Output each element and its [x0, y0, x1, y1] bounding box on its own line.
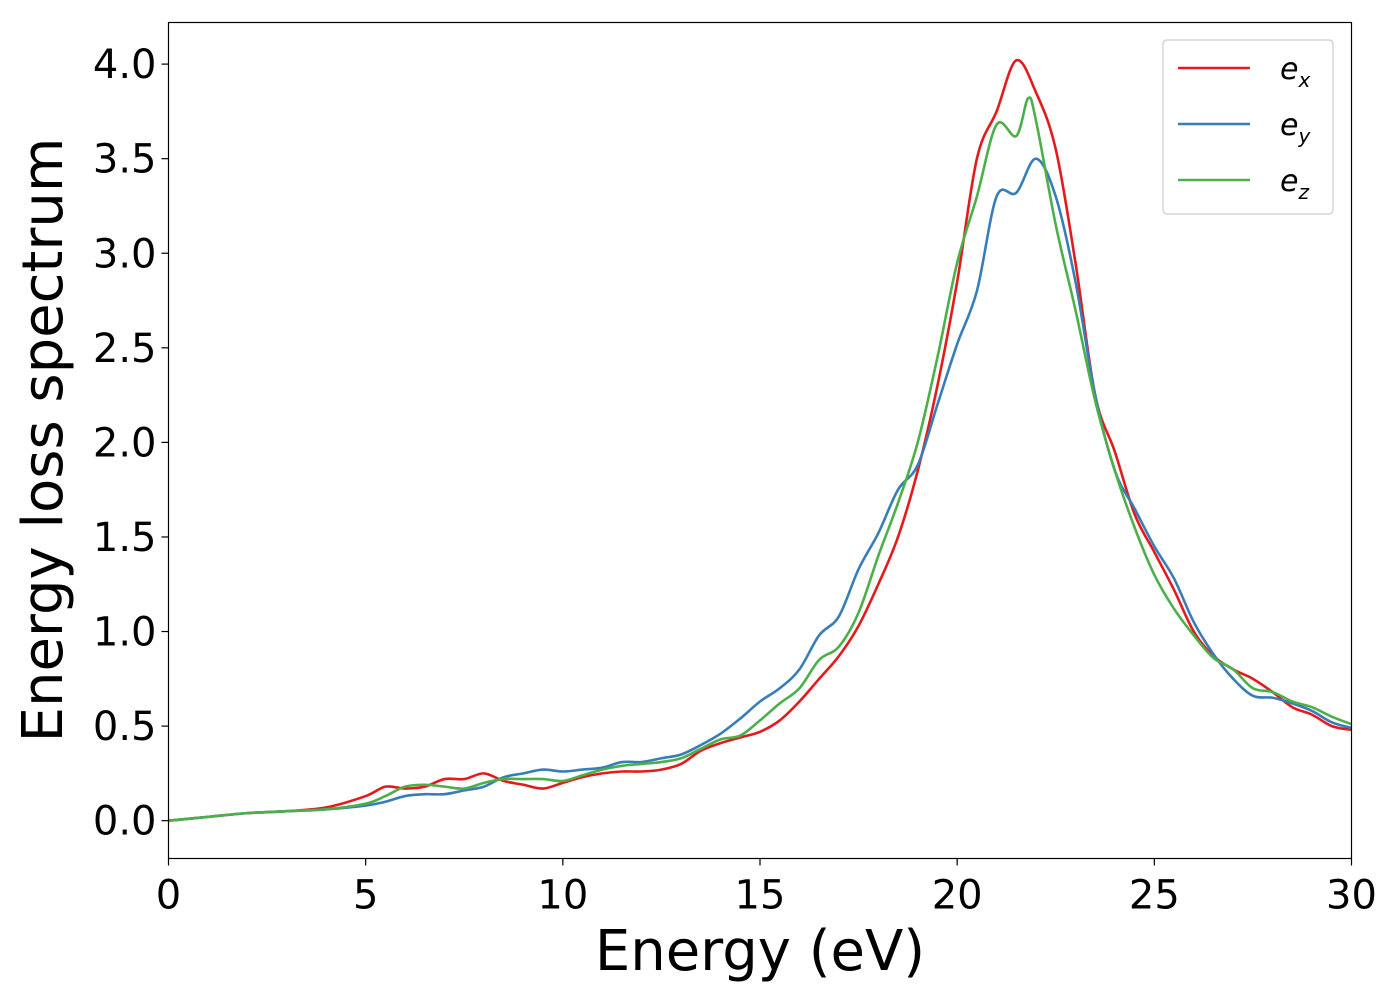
x-tick-label: 10	[537, 873, 588, 919]
x-tick-label: 0	[156, 873, 181, 919]
y-tick-label: 1.5	[93, 515, 157, 561]
legend-label-z: ez	[1280, 164, 1309, 204]
x-tick-label: 5	[353, 873, 378, 919]
series-line-y	[168, 157, 1352, 822]
legend-box	[1162, 39, 1334, 215]
series-line-x	[168, 58, 1352, 822]
y-axis: 0.0 0.5 1.0 1.5 2.0 2.5 3.0 3.5 4.0	[93, 42, 169, 845]
x-tick-label: 15	[735, 873, 786, 919]
y-axis-label: Energy loss spectrum	[11, 138, 76, 743]
x-tick-label: 30	[1326, 873, 1377, 919]
legend-label-x: ex	[1280, 52, 1310, 92]
y-tick-label: 3.0	[93, 231, 157, 277]
legend: ex ey ez	[1162, 39, 1334, 215]
y-tick-label: 2.0	[93, 420, 157, 466]
x-tick-label: 20	[932, 873, 983, 919]
y-tick-label: 3.5	[93, 137, 157, 183]
y-tick-label: 4.0	[93, 42, 157, 88]
series-line-z	[168, 96, 1352, 822]
y-tick-label: 2.5	[93, 326, 157, 372]
x-axis: 0 5 10 15 20 25 30	[156, 858, 1377, 919]
legend-label-y: ey	[1280, 108, 1311, 148]
x-tick-label: 25	[1129, 873, 1180, 919]
y-tick-label: 0.5	[93, 704, 157, 750]
x-axis-label: Energy (eV)	[595, 919, 925, 984]
series-layer	[168, 58, 1352, 822]
y-tick-label: 1.0	[93, 610, 157, 656]
y-tick-label: 0.0	[93, 799, 157, 845]
